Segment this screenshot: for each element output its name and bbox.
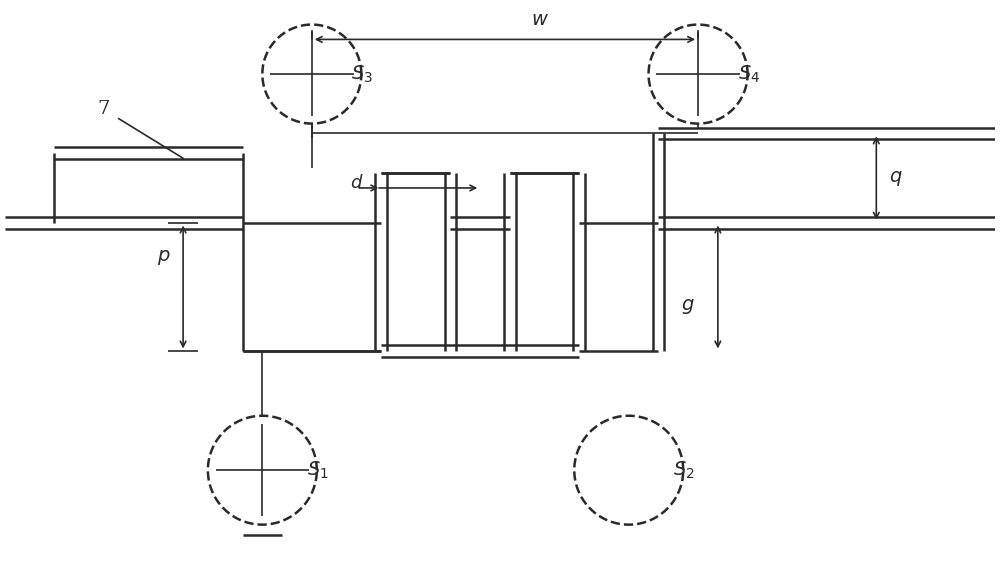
Text: $S_1$: $S_1$ — [307, 459, 329, 481]
Text: $S_4$: $S_4$ — [738, 63, 760, 85]
Text: $S_2$: $S_2$ — [673, 459, 695, 481]
Text: $p$: $p$ — [157, 248, 170, 267]
Text: $q$: $q$ — [889, 169, 903, 188]
Text: $g$: $g$ — [681, 297, 695, 316]
Text: $S_3$: $S_3$ — [351, 63, 373, 85]
Text: $w$: $w$ — [531, 11, 549, 29]
Text: 7: 7 — [98, 100, 110, 118]
Text: $d$: $d$ — [350, 174, 363, 192]
